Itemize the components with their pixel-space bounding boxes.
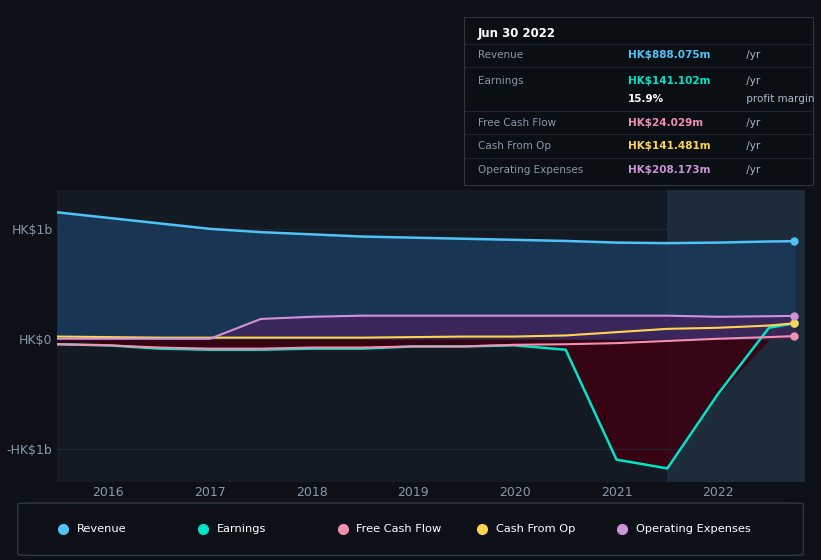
Text: Cash From Op: Cash From Op (496, 524, 576, 534)
Text: /yr: /yr (743, 165, 760, 175)
Bar (667, 190, 805, 482)
Text: HK$208.173m: HK$208.173m (628, 165, 710, 175)
Text: Revenue: Revenue (76, 524, 126, 534)
Text: Revenue: Revenue (478, 50, 523, 60)
Text: HK$24.029m: HK$24.029m (628, 118, 703, 128)
Text: HK$888.075m: HK$888.075m (628, 50, 710, 60)
Text: profit margin: profit margin (743, 94, 814, 104)
Text: Free Cash Flow: Free Cash Flow (478, 118, 556, 128)
Text: /yr: /yr (743, 118, 760, 128)
Text: /yr: /yr (743, 141, 760, 151)
Text: Operating Expenses: Operating Expenses (635, 524, 750, 534)
Text: Jun 30 2022: Jun 30 2022 (478, 27, 556, 40)
Text: Free Cash Flow: Free Cash Flow (356, 524, 442, 534)
Text: /yr: /yr (743, 76, 760, 86)
Text: Earnings: Earnings (217, 524, 266, 534)
Text: Operating Expenses: Operating Expenses (478, 165, 583, 175)
Text: HK$141.102m: HK$141.102m (628, 76, 710, 86)
FancyBboxPatch shape (18, 503, 803, 556)
Text: /yr: /yr (743, 50, 760, 60)
Text: Earnings: Earnings (478, 76, 523, 86)
Text: Cash From Op: Cash From Op (478, 141, 551, 151)
Text: HK$141.481m: HK$141.481m (628, 141, 710, 151)
Text: 15.9%: 15.9% (628, 94, 664, 104)
